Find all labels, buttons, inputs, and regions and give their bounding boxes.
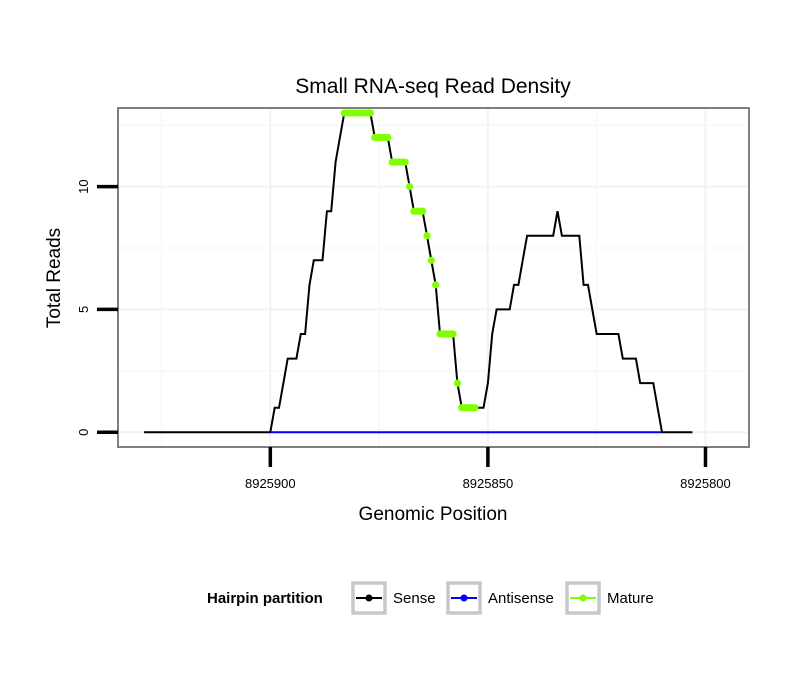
legend-item-mature: Mature [565,581,654,615]
legend-item-antisense: Antisense [446,581,554,615]
x-axis-title: Genomic Position [359,504,508,525]
legend-label: Sense [393,590,436,607]
legend-label: Mature [607,590,654,607]
legend-key-point [460,594,468,602]
x-tick-label: 8925850 [463,476,514,491]
grid-lines [118,108,749,447]
plot-border [117,107,750,448]
mature-point [449,330,457,338]
legend-key-point [579,594,587,602]
legend-key-point [365,594,373,602]
mature-point [423,232,431,240]
x-tick-label: 8925800 [680,476,731,491]
series-layer [144,109,693,434]
mature-point [419,207,427,215]
y-axis-title: Total Reads [44,228,65,328]
x-tick-label: 8925900 [245,476,296,491]
mature-point [427,256,435,264]
y-tick-label: 0 [76,429,91,436]
mature-point [401,158,409,166]
x-axis: 8925900 8925850 8925800 [245,447,731,491]
mature-point [432,281,440,289]
mature-point [453,379,462,387]
mature-point [471,404,479,412]
chart-title: Small RNA-seq Read Density [295,75,571,98]
mature-point [384,133,392,142]
mature-point [366,109,374,117]
series-points-mature [340,109,479,412]
legend: Hairpin partition Sense Antisense Mature [207,581,654,615]
legend-label: Antisense [488,590,554,607]
y-axis: 0 5 10 [76,179,118,436]
legend-title: Hairpin partition [207,590,323,607]
legend-item-sense: Sense [351,581,436,615]
y-tick-label: 5 [76,306,91,313]
y-tick-label: 10 [76,179,91,193]
mature-point [405,183,414,191]
